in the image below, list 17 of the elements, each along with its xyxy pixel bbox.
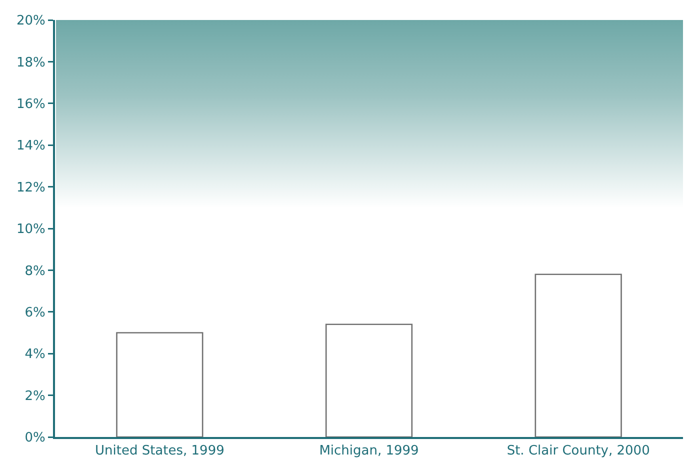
bar [116,332,204,437]
y-tick-label: 10% [16,222,46,238]
x-tick-label: St. Clair County, 2000 [506,444,650,459]
y-tick-label: 6% [24,305,46,320]
y-tick-label: 18% [16,55,46,70]
y-tick-label: 0% [24,430,46,446]
bar [325,324,413,437]
y-tick-label: 20% [16,14,46,29]
x-tick-label: United States, 1999 [94,444,224,459]
y-tick-label: 2% [24,388,46,404]
x-tick-label: Michigan, 1999 [319,444,419,459]
y-tick-label: 4% [24,347,46,362]
y-tick-label: 12% [16,180,46,196]
y-tick-label: 14% [16,138,46,154]
bar [534,274,622,437]
y-tick-label: 16% [16,96,46,112]
y-tick-label: 8% [24,264,46,279]
